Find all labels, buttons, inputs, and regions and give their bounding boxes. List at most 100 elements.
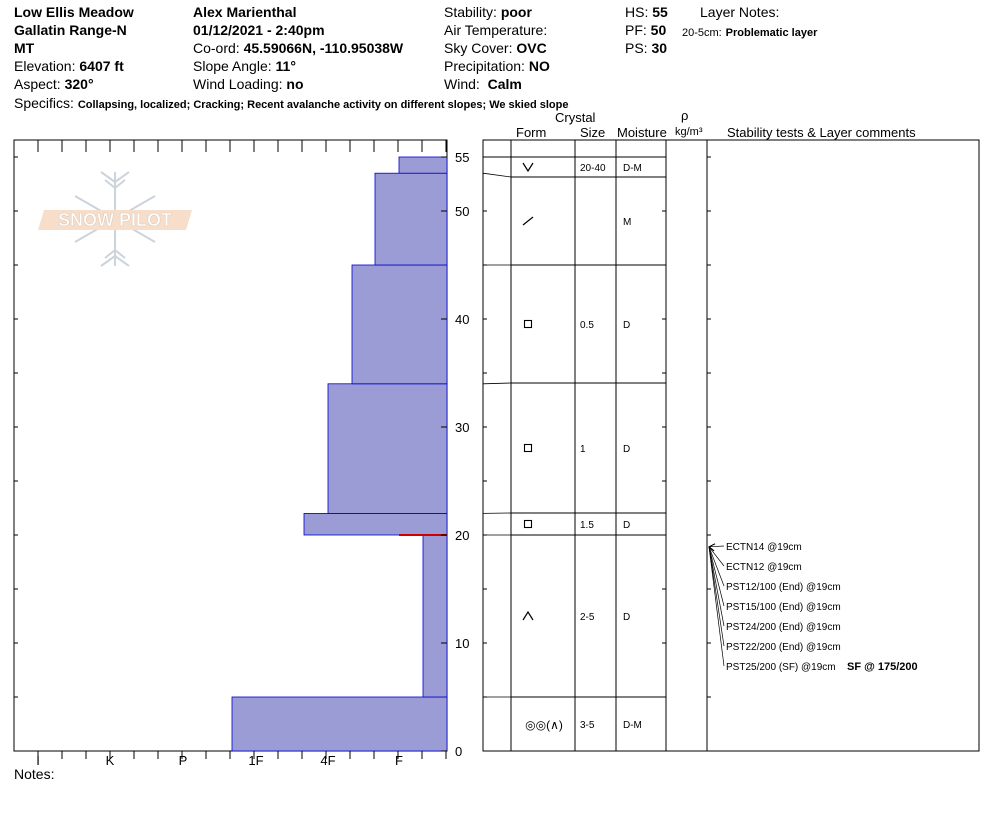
notes-label: Notes: <box>14 766 55 782</box>
aspect-row: Aspect: 320° <box>14 76 94 92</box>
snowpilot-logo: SNOW PILOT <box>38 171 192 267</box>
elevation-label: Elevation: <box>14 58 76 74</box>
melt-forms-icon: ◎◎(∧) <box>525 718 563 732</box>
table-frame <box>482 139 980 752</box>
y-tick-label: 55 <box>455 150 469 165</box>
y-tick-label: 40 <box>455 312 469 327</box>
slope-row: Slope Angle: 11° <box>193 58 296 74</box>
pf-value: 50 <box>650 22 667 38</box>
y-tick-label: 30 <box>455 420 469 435</box>
rho-header: ρ <box>681 108 689 123</box>
precipitation-label: Precipitation: <box>444 58 525 74</box>
coord-value: 45.59066N, -110.95038W <box>243 40 404 56</box>
moisture-value: M <box>623 217 631 228</box>
faceted-crystal-icon <box>523 519 533 529</box>
hs-label: HS: <box>625 4 649 20</box>
sky-cover-row: Sky Cover: OVC <box>444 40 547 56</box>
arrow-icon <box>708 543 716 552</box>
logo-text: SNOW PILOT <box>58 210 172 230</box>
aspect-value: 320° <box>64 76 94 92</box>
x-tick-label: F <box>395 753 403 768</box>
observer-name: Alex Marienthal <box>193 4 297 20</box>
hardness-layer <box>374 172 448 266</box>
moisture-value: D <box>623 444 630 455</box>
hs-value: 55 <box>652 4 668 20</box>
stability-test-label: PST15/100 (End) @19cm <box>726 602 841 613</box>
stability-value: poor <box>500 4 532 20</box>
observation-datetime: 01/12/2021 - 2:40pm <box>193 22 325 38</box>
coord-label: Co-ord: <box>193 40 240 56</box>
hardness-layer <box>231 696 448 752</box>
moisture-value: D <box>623 320 630 331</box>
size-header: Size <box>580 125 606 140</box>
test-leader-line <box>708 546 725 627</box>
grain-size: 3-5 <box>580 720 595 731</box>
test-leader-line <box>708 545 725 548</box>
specifics-row: Specifics: Collapsing, localized; Cracki… <box>14 95 568 113</box>
stability-label: Stability: <box>444 4 497 20</box>
stability-test-label: PST24/200 (End) @19cm <box>726 622 841 633</box>
hardness-layer <box>398 156 448 174</box>
pf-label: PF: <box>625 22 647 38</box>
ps-row: PS: 30 <box>625 40 667 56</box>
y-tick-label: 0 <box>455 744 462 759</box>
test-leader-line <box>708 546 725 587</box>
crystal-header: Crystal <box>555 110 596 125</box>
sky-cover-label: Sky Cover: <box>444 40 513 56</box>
elevation-row: Elevation: 6407 ft <box>14 58 124 74</box>
moisture-value: D-M <box>623 163 642 174</box>
sky-cover-value: OVC <box>516 40 547 56</box>
y-tick-label: 10 <box>455 636 469 651</box>
layer-note: 20-5cm: Problematic layer <box>682 23 817 41</box>
moisture-value: D <box>623 520 630 531</box>
depth-hoar-icon <box>522 610 534 621</box>
density-unit-header: kg/m³ <box>675 126 703 138</box>
decomposing-fragments-icon <box>522 216 534 226</box>
stability-test-result: SF @ 175/200 <box>847 661 918 673</box>
stability-test-label: PST22/200 (End) @19cm <box>726 642 841 653</box>
pf-row: PF: 50 <box>625 22 666 38</box>
aspect-label: Aspect: <box>14 76 61 92</box>
layer-note-range: 20-5cm: <box>682 27 722 39</box>
ps-label: PS: <box>625 40 648 56</box>
stability-test-label: PST25/200 (SF) @19cm <box>726 662 836 673</box>
grain-size: 0.5 <box>580 320 594 331</box>
grain-size: 2-5 <box>580 612 595 623</box>
specifics-label: Specifics: <box>14 95 74 111</box>
slope-value: 11° <box>275 58 296 74</box>
test-leader-line <box>708 546 725 667</box>
stability-test-label: ECTN14 @19cm <box>726 542 802 553</box>
y-tick-label: 20 <box>455 528 469 543</box>
precipitation-value: NO <box>528 58 550 74</box>
layer-note-text: Problematic layer <box>725 27 818 39</box>
hardness-layer <box>351 264 448 385</box>
air-temp-row: Air Temperature: <box>444 22 547 38</box>
coord-row: Co-ord: 45.59066N, -110.95038W <box>193 40 403 56</box>
wind-loading-label: Wind Loading: <box>193 76 283 92</box>
faceted-crystal-icon <box>523 443 533 453</box>
slope-label: Slope Angle: <box>193 58 272 74</box>
form-header: Form <box>516 125 547 140</box>
x-tick-label: 1F <box>248 753 263 768</box>
layer-notes-label: Layer Notes: <box>700 4 780 20</box>
moisture-value: D <box>623 612 630 623</box>
test-leader-line <box>708 546 725 607</box>
hs-row: HS: 55 <box>625 4 668 20</box>
precipitation-row: Precipitation: NO <box>444 58 550 74</box>
moisture-header: Moisture <box>617 125 667 140</box>
x-tick-label: K <box>106 753 115 768</box>
moisture-value: D-M <box>623 720 642 731</box>
comments-header: Stability tests & Layer comments <box>727 125 916 140</box>
test-leader-line <box>708 546 725 647</box>
wind-loading-value: no <box>286 76 304 92</box>
y-tick-label: 50 <box>455 204 469 219</box>
x-tick-label: I <box>36 753 40 768</box>
stability-row: Stability: poor <box>444 4 532 20</box>
wind-row: Wind: Calm <box>444 76 522 92</box>
x-tick-label: P <box>179 753 188 768</box>
air-temp-label: Air Temperature: <box>444 22 548 38</box>
grain-size: 1 <box>580 444 586 455</box>
test-leader-line <box>708 546 725 567</box>
stability-test-label: PST12/100 (End) @19cm <box>726 582 841 593</box>
wind-label: Wind: <box>444 76 480 92</box>
